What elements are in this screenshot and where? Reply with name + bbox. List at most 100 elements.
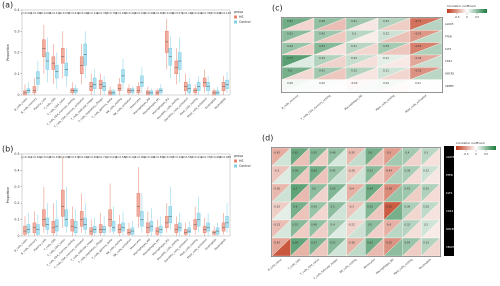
p-value: p=0.357: [201, 11, 213, 15]
box-body: [140, 211, 144, 227]
row-label: PTEN: [446, 173, 453, 177]
cell-value: 0.48: [319, 19, 325, 23]
lower-triangle: [409, 79, 443, 93]
row-label: KLF2: [445, 47, 452, 51]
column-label: B_cells_naive: [267, 257, 283, 271]
p-value: p=0.260: [87, 155, 99, 159]
cell-value: -0.71: [415, 19, 422, 23]
row-label: SMCR5: [445, 72, 454, 76]
p-value: p=0.155: [49, 155, 61, 159]
cell-value: -0.42: [273, 151, 280, 155]
cell-value: 0.48: [330, 151, 336, 155]
box-body: [177, 222, 182, 232]
cell-value: 0.52: [330, 241, 336, 245]
cell-value: 0.33: [423, 241, 429, 245]
legend-swatch: [234, 15, 237, 19]
row-label: PTEN: [445, 35, 452, 39]
p-value: p=0.089: [220, 155, 232, 159]
box-body: [121, 222, 125, 232]
p-value: p=0.196: [172, 155, 184, 159]
cell-value: 0.62: [311, 169, 317, 173]
legend-title: Correlation coefficient: [447, 4, 476, 8]
legend-swatch: [234, 159, 237, 163]
cell-value: -0.44: [385, 169, 392, 173]
p-value: p=0.903: [144, 11, 156, 15]
p-value: p=0.660: [210, 155, 222, 159]
y-axis-label: Proportion: [6, 187, 10, 203]
y-tick-label: 0.3: [14, 185, 19, 189]
cell-value: -0.38: [348, 241, 355, 245]
box-body: [79, 211, 84, 227]
cell-value: 0.55: [367, 205, 373, 209]
legend-label: Control: [239, 164, 251, 168]
cell-value: -0.45: [273, 241, 280, 245]
legend-tick-label: 0: [466, 15, 468, 19]
x-tick-label: NK_cells_resting: [105, 237, 123, 255]
cell-value: -0.55: [415, 68, 422, 72]
legend-label: HS: [239, 15, 243, 19]
box-body: [61, 48, 65, 64]
p-value: p=0.311: [21, 155, 33, 159]
cell-value: -0.3: [274, 169, 279, 173]
cell-value: -0.33: [273, 223, 280, 227]
cell-value: -0.55: [385, 241, 392, 245]
p-value: p=0.048: [31, 11, 43, 15]
box-body: [206, 222, 210, 232]
p-value: p=0.047: [40, 155, 52, 159]
p-value: p=0.781: [106, 11, 118, 15]
y-tick-label: 0.1: [14, 218, 19, 222]
panel-label: (d): [262, 134, 273, 143]
p-value: p=0.715: [97, 155, 109, 159]
cell-value: 0.3: [424, 151, 428, 155]
p-value: p=0.009: [78, 11, 90, 15]
y-tick-label: 0.1: [14, 72, 19, 76]
box-body: [32, 86, 37, 94]
cell-value: 0.4: [331, 223, 335, 227]
cell-value: 0.39: [383, 44, 389, 48]
row-label: KLF2: [446, 191, 453, 195]
box-body: [136, 193, 141, 217]
p-value: p=0.008: [59, 155, 71, 159]
box-body: [111, 220, 116, 232]
cell-value: -0.28: [348, 169, 355, 173]
cell-value: 0.62: [367, 241, 373, 245]
box-body: [23, 225, 27, 235]
box-body: [108, 209, 112, 227]
column-label: T_cells_CD8: [287, 257, 302, 270]
column-label: Neutrophils: [418, 257, 432, 270]
column-label: Macrophages_M0: [343, 93, 363, 111]
cell-value: 0.01: [415, 81, 421, 85]
y-tick-label: 0.4: [14, 8, 19, 12]
p-value: p=0.003: [40, 11, 52, 15]
p-value: p=0.006: [135, 155, 147, 159]
cell-value: 0.42: [319, 31, 325, 35]
box-body: [61, 189, 65, 217]
legend-gradient: [447, 9, 487, 13]
box-body: [165, 216, 169, 229]
box-body: [225, 216, 229, 229]
cell-value: 0.33: [351, 68, 357, 72]
cell-value: 0.38: [404, 169, 410, 173]
cell-value: 0.45: [330, 169, 336, 173]
cell-value: 0.42: [404, 187, 410, 191]
cell-value: 0.25: [351, 56, 357, 60]
cell-value: 0.72: [287, 56, 293, 60]
cell-value: 0.5: [312, 187, 316, 191]
cell-value: 0.31: [351, 44, 357, 48]
row-label: VEGFA: [446, 245, 455, 249]
cell-value: 0.35: [423, 187, 429, 191]
column-label: T_cells_CD4_naive: [299, 257, 320, 276]
box-body: [73, 220, 78, 233]
row-label: CD44: [445, 59, 452, 63]
p-value: p=0.018: [135, 11, 147, 15]
legend-gradient: [456, 146, 496, 150]
p-value: p=0.624: [31, 155, 43, 159]
box-body: [168, 206, 173, 224]
row-label: ALOX5: [445, 22, 454, 26]
cell-value: 0.04: [383, 81, 389, 85]
box-body: [136, 86, 141, 94]
legend-title: group: [234, 154, 243, 158]
cell-value: -0.22: [348, 223, 355, 227]
cell-value: -0.82: [385, 205, 392, 209]
cell-value: 0.68: [292, 241, 298, 245]
